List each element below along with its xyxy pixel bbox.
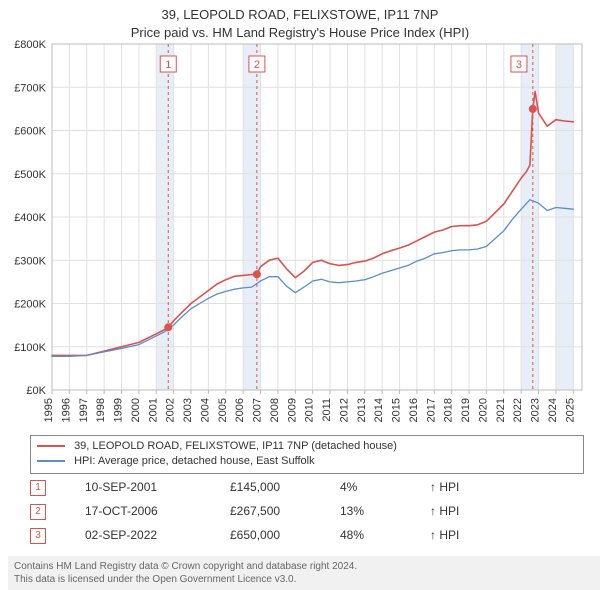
sale-hpi-delta: ↑ HPI: [430, 480, 459, 494]
x-tick-label: 2012: [338, 398, 350, 422]
sale-marker-num-box: 2: [30, 504, 46, 520]
legend-swatch: [37, 460, 65, 462]
sale-marker-label-num: 2: [254, 59, 260, 71]
x-tick-label: 2001: [147, 398, 159, 422]
x-tick-label: 2002: [165, 398, 177, 422]
y-tick-label: £400K: [14, 212, 46, 224]
x-tick-label: 2020: [477, 398, 489, 422]
x-tick-label: 2014: [373, 398, 385, 422]
footer-line: Contains HM Land Registry data © Crown c…: [14, 560, 598, 573]
sale-date: 17-OCT-2006: [85, 504, 158, 518]
x-tick-label: 1997: [78, 398, 90, 422]
x-tick-label: 1999: [113, 398, 125, 422]
y-tick-label: £100K: [14, 342, 46, 354]
x-tick-label: 2004: [199, 398, 211, 422]
x-tick-label: 2021: [495, 398, 507, 422]
y-tick-label: £600K: [14, 126, 46, 138]
sale-date: 10-SEP-2001: [85, 480, 157, 494]
x-tick-label: 2006: [234, 398, 246, 422]
x-tick-label: 2018: [443, 398, 455, 422]
sale-hpi-delta: ↑ HPI: [430, 504, 459, 518]
x-tick-label: 2003: [182, 398, 194, 422]
x-tick-label: 1996: [60, 398, 72, 422]
sale-date: 02-SEP-2022: [85, 528, 157, 542]
x-tick-label: 2013: [356, 398, 368, 422]
sale-marker-num-box: 3: [30, 528, 46, 544]
x-tick-label: 2016: [408, 398, 420, 422]
footer: Contains HM Land Registry data © Crown c…: [8, 556, 600, 590]
x-tick-label: 2005: [217, 398, 229, 422]
sale-pct: 4%: [340, 480, 357, 494]
x-tick-label: 1995: [43, 398, 55, 422]
sale-marker-label-num: 3: [516, 59, 522, 71]
sale-pct: 48%: [340, 528, 364, 542]
footer-line: This data is licensed under the Open Gov…: [14, 573, 598, 586]
sale-point-marker: [253, 270, 261, 278]
sale-point-marker: [164, 323, 172, 331]
x-tick-label: 2025: [564, 398, 576, 422]
legend-label: HPI: Average price, detached house, East…: [74, 455, 315, 467]
y-tick-label: £700K: [14, 82, 46, 94]
x-tick-label: 2011: [321, 398, 333, 422]
x-tick-label: 2000: [130, 398, 142, 422]
sale-price: £145,000: [230, 480, 280, 494]
x-tick-label: 2007: [252, 398, 264, 422]
sale-point-marker: [529, 105, 537, 113]
sales-table-row: 1 10-SEP-2001 £145,000 4% ↑ HPI: [0, 478, 600, 500]
legend-item: HPI: Average price, detached house, East…: [37, 454, 577, 469]
x-tick-label: 2010: [304, 398, 316, 422]
legend: 39, LEOPOLD ROAD, FELIXSTOWE, IP11 7NP (…: [30, 435, 584, 474]
x-tick-label: 2009: [286, 398, 298, 422]
x-tick-label: 2024: [547, 398, 559, 422]
y-tick-label: £500K: [14, 169, 46, 181]
x-tick-label: 2019: [460, 398, 472, 422]
x-tick-label: 2008: [269, 398, 281, 422]
sale-pct: 13%: [340, 504, 364, 518]
legend-swatch: [37, 445, 65, 447]
line-chart: £0K £100K £200K £300K £400K £500K £600K £700K £8…: [0, 0, 600, 430]
legend-label: 39, LEOPOLD ROAD, FELIXSTOWE, IP11 7NP (…: [74, 440, 397, 452]
sale-marker-label-num: 1: [165, 59, 171, 71]
sales-table-row: 2 17-OCT-2006 £267,500 13% ↑ HPI: [0, 502, 600, 524]
y-tick-label: £800K: [14, 39, 46, 51]
x-tick-label: 2015: [391, 398, 403, 422]
y-tick-label: £0K: [26, 385, 46, 397]
sale-price: £267,500: [230, 504, 280, 518]
x-tick-label: 2022: [512, 398, 524, 422]
y-tick-label: £200K: [14, 299, 46, 311]
x-tick-label: 1998: [95, 398, 107, 422]
sales-table-row: 3 02-SEP-2022 £650,000 48% ↑ HPI: [0, 526, 600, 548]
chart-container: { "title_line1": "39, LEOPOLD ROAD, FELI…: [0, 0, 600, 590]
sale-marker-num-box: 1: [30, 480, 46, 496]
sale-price: £650,000: [230, 528, 280, 542]
x-tick-label: 2023: [530, 398, 542, 422]
sale-hpi-delta: ↑ HPI: [430, 528, 459, 542]
legend-item: 39, LEOPOLD ROAD, FELIXSTOWE, IP11 7NP (…: [37, 439, 577, 454]
y-tick-label: £300K: [14, 255, 46, 267]
x-tick-label: 2017: [425, 398, 437, 422]
